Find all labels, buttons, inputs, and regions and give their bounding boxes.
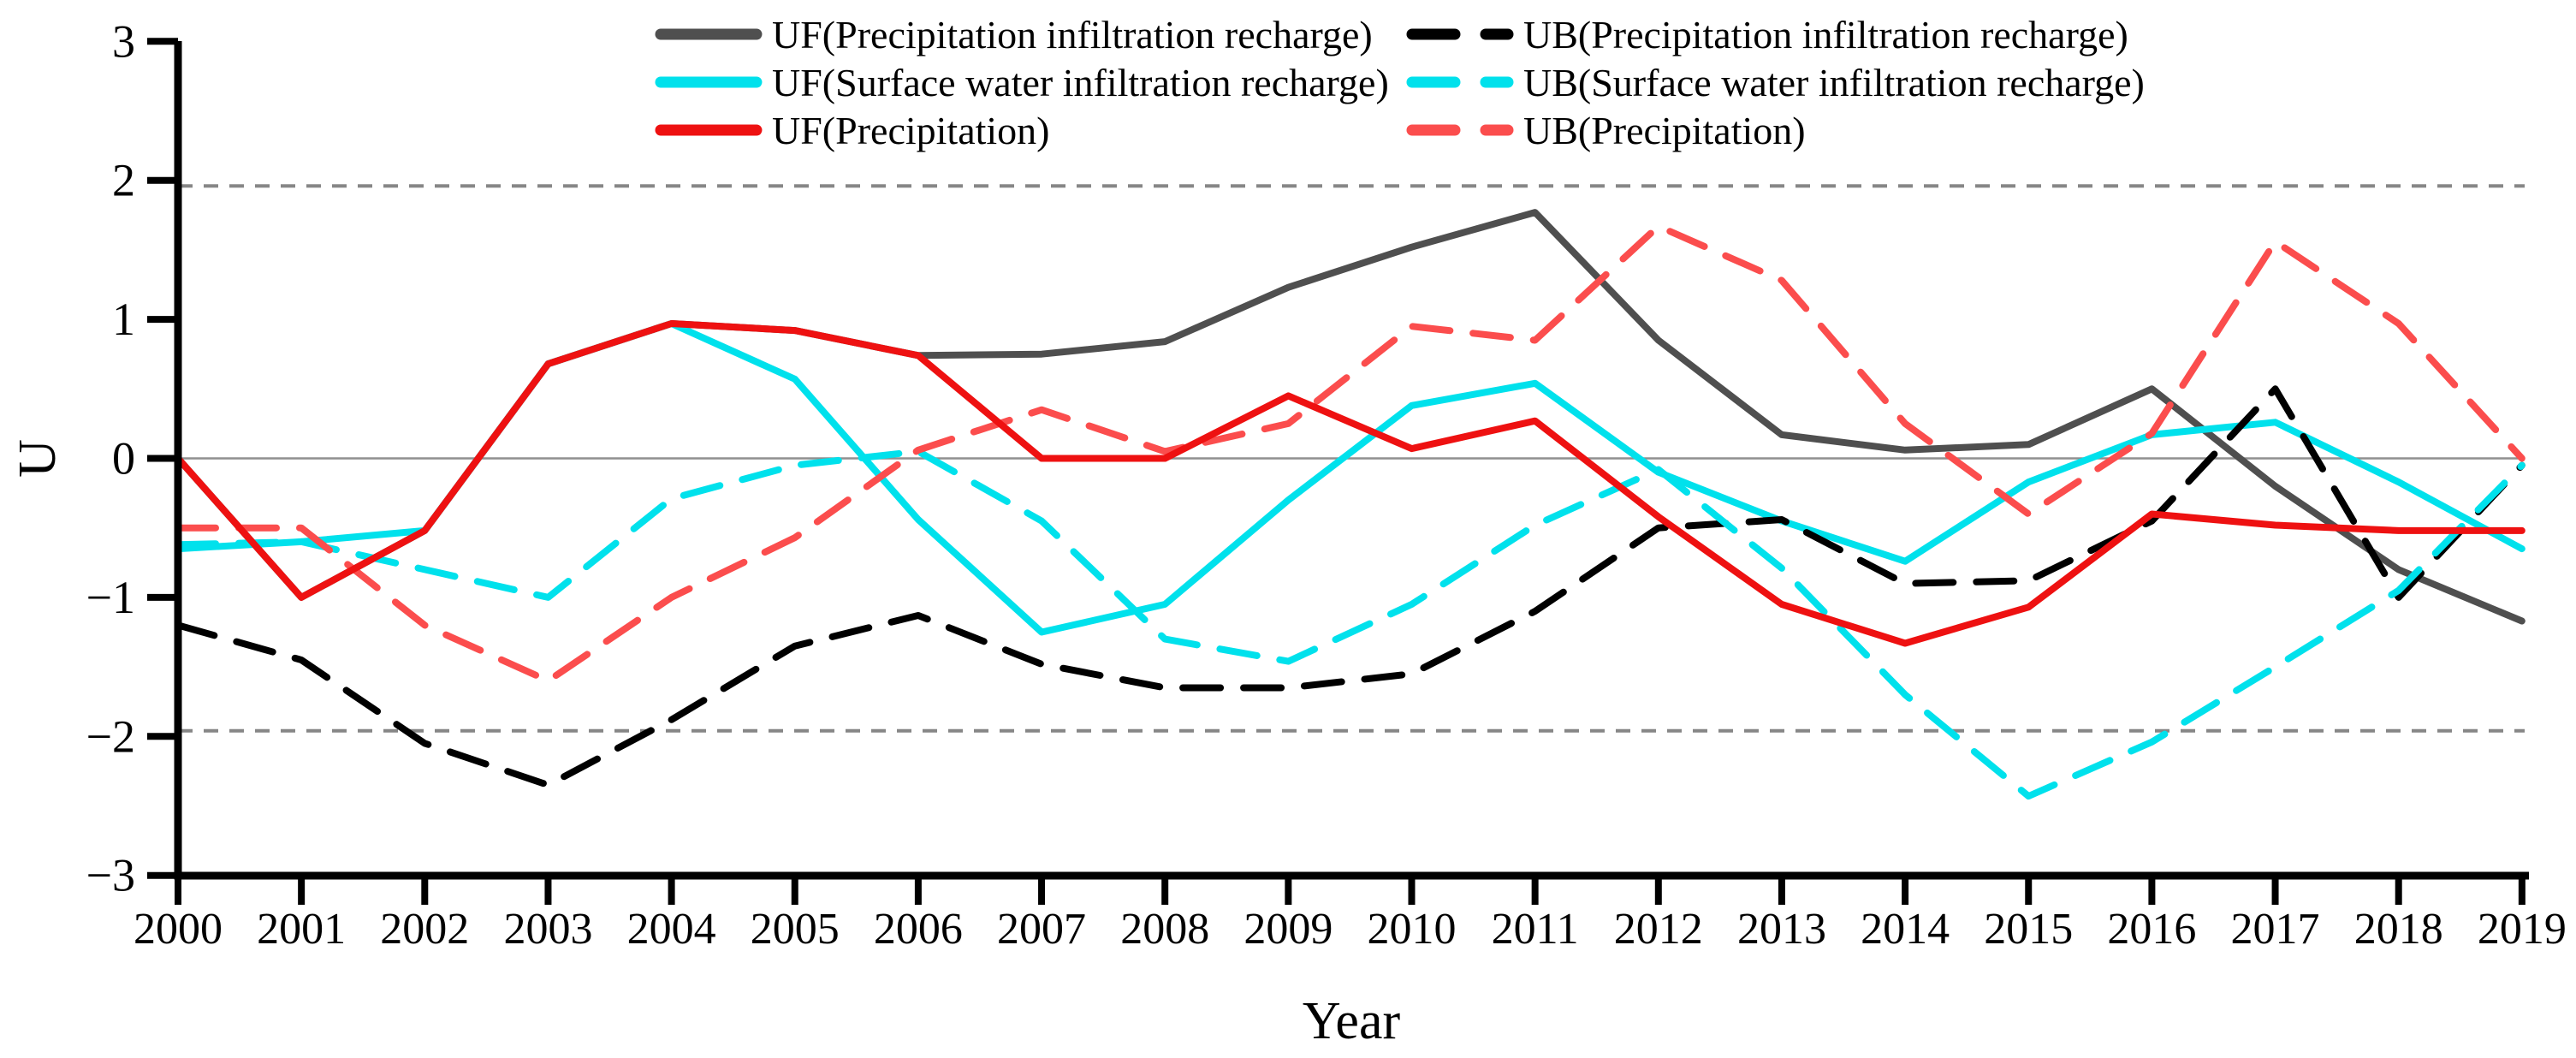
x-tick-label: 2004 (627, 905, 716, 954)
legend-label-ub-precipitation: UB(Precipitation) (1523, 109, 1806, 152)
x-tick-label: 2016 (2107, 905, 2196, 954)
series-ub-surface-water-infiltration-recharge-line (175, 448, 2526, 800)
y-tick-label: −1 (86, 572, 135, 623)
legend-label-uf-precipitation: UF(Precipitation) (772, 109, 1050, 152)
legend-label-uf-surface-water-infiltration-recharge: UF(Surface water infiltration recharge) (772, 61, 1389, 104)
x-tick-label: 2005 (751, 905, 840, 954)
y-tick-label: 3 (112, 15, 135, 67)
x-tick-label: 2015 (1984, 905, 2073, 954)
y-tick-label: 2 (112, 155, 135, 206)
reference-lines (178, 184, 2525, 733)
y-axis-title: U (8, 439, 67, 478)
x-tick-label: 2001 (257, 905, 346, 954)
series-uf-surface-water-infiltration-recharge-line (175, 320, 2526, 636)
x-tick-label: 2003 (503, 905, 592, 954)
series-ub-precipitation-infiltration-recharge-line (175, 385, 2526, 789)
axes (174, 41, 2529, 880)
data-series (175, 209, 2526, 800)
legend-label-ub-precipitation-infiltration-recharge: UB(Precipitation infiltration recharge) (1523, 13, 2128, 56)
x-tick-label: 2013 (1737, 905, 1826, 954)
x-tick-label: 2009 (1243, 905, 1333, 954)
x-tick-label: 2006 (874, 905, 963, 954)
x-tick-label: 2011 (1492, 905, 1579, 954)
axis-ticks (147, 38, 2526, 905)
y-tick-label: −2 (86, 710, 135, 762)
x-tick-label: 2014 (1861, 905, 1950, 954)
tick-labels: 2000 2001 2002 2003 2004 2005 2006 2007 2008 2009… (86, 15, 2567, 954)
x-tick-label: 2017 (2231, 905, 2320, 954)
y-tick-label: −3 (86, 850, 135, 901)
x-tick-label: 2002 (380, 905, 469, 954)
legend: UF(Precipitation infiltration recharge) U… (655, 13, 2145, 152)
legend-label-uf-precipitation-infiltration-recharge: UF(Precipitation infiltration recharge) (772, 13, 1373, 56)
x-tick-label: 2008 (1120, 905, 1209, 954)
series-uf-precipitation-infiltration-recharge-line (175, 209, 2526, 625)
y-tick-label: 0 (112, 433, 135, 484)
x-tick-label: 2012 (1614, 905, 1703, 954)
legend-label-ub-surface-water-infiltration-recharge: UB(Surface water infiltration recharge) (1523, 61, 2145, 104)
x-tick-label: 2010 (1368, 905, 1457, 954)
x-tick-label: 2018 (2354, 905, 2443, 954)
x-axis-title: Year (1302, 992, 1401, 1050)
series-ub-precipitation-line (175, 223, 2526, 685)
series-uf-precipitation-line (175, 320, 2526, 647)
x-tick-label: 2019 (2478, 905, 2567, 954)
x-tick-label: 2007 (997, 905, 1086, 954)
y-tick-label: 1 (112, 294, 135, 345)
x-tick-label: 2000 (134, 905, 223, 954)
